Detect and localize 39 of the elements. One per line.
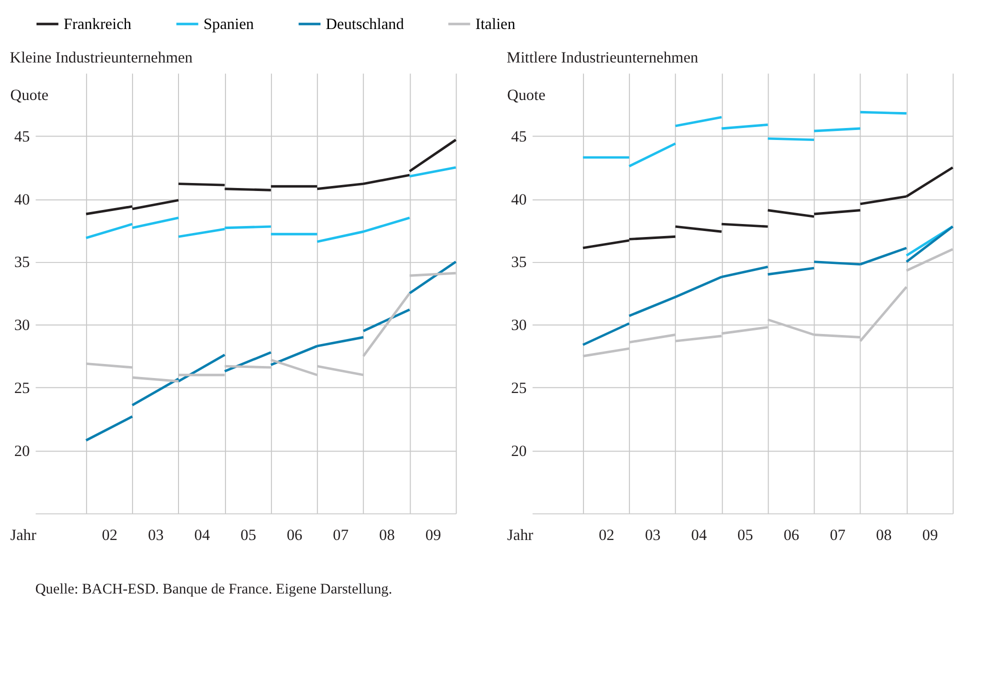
x-tick-label: 09	[922, 527, 938, 544]
y-tick-label: 35	[511, 254, 527, 272]
x-tick-label: 04	[194, 527, 210, 544]
x-tick-label: 05	[737, 527, 754, 544]
legend-label: Italien	[475, 16, 516, 33]
chart-title: Kleine Industrieunternehmen	[10, 49, 193, 66]
y-tick-label: 20	[14, 442, 30, 460]
x-tick-label: 09	[425, 527, 442, 544]
y-axis-title: Quote	[507, 87, 546, 104]
source-note: Quelle: BACH-ESD. Banque de France. Eigene Darstellung.	[35, 582, 392, 598]
y-tick-label: 25	[511, 380, 527, 397]
legend-label: Deutschland	[326, 16, 404, 33]
y-tick-label: 35	[14, 254, 30, 272]
x-tick-label: 08	[876, 527, 892, 544]
x-tick-label: 03	[644, 527, 661, 544]
x-tick-label: 07	[830, 527, 846, 544]
x-axis-title: Jahr	[10, 527, 38, 544]
y-tick-label: 20	[511, 442, 527, 460]
x-tick-label: 03	[148, 527, 164, 544]
x-tick-label: 07	[332, 527, 349, 544]
y-tick-label: 30	[14, 317, 30, 334]
x-tick-label: 05	[240, 527, 256, 544]
y-tick-label: 25	[14, 380, 30, 397]
y-axis-title: Quote	[10, 87, 49, 104]
legend-label: Spanien	[203, 16, 254, 33]
x-tick-label: 02	[102, 527, 118, 544]
chart-title: Mittlere Industrieunternehmen	[506, 49, 698, 66]
legend-label: Frankreich	[64, 16, 132, 33]
x-tick-label: 06	[784, 527, 800, 544]
x-tick-label: 04	[691, 527, 707, 544]
x-tick-label: 06	[286, 527, 303, 544]
x-tick-label: 02	[598, 527, 614, 544]
y-tick-label: 45	[511, 128, 527, 146]
y-tick-label: 30	[511, 317, 527, 334]
y-tick-label: 40	[14, 191, 30, 208]
x-axis-title: Jahr	[507, 527, 534, 544]
x-tick-label: 08	[379, 527, 395, 544]
y-tick-label: 45	[14, 128, 30, 146]
y-tick-label: 40	[511, 191, 527, 208]
